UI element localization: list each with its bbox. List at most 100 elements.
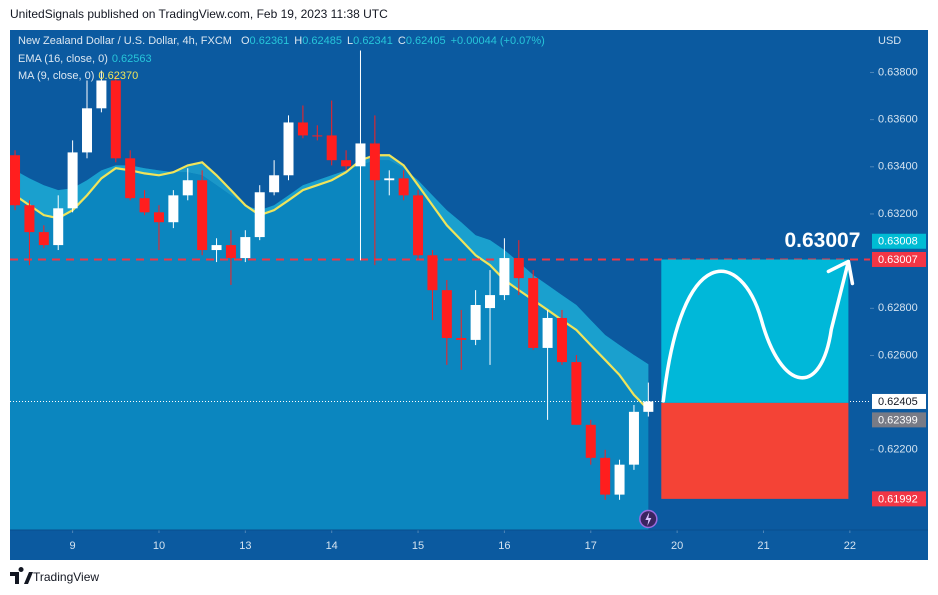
candle-body bbox=[585, 424, 596, 458]
entry-tag-bg bbox=[872, 412, 926, 428]
x-tick-label: 10 bbox=[153, 540, 165, 552]
x-tick-label: 22 bbox=[844, 540, 856, 552]
x-tick-label: 16 bbox=[498, 540, 510, 552]
candle-body bbox=[153, 212, 164, 223]
candle-body bbox=[528, 278, 539, 348]
last-price-tag-bg bbox=[872, 393, 926, 409]
ohlc-value: 0.62341 bbox=[353, 35, 393, 47]
candle-body bbox=[326, 135, 337, 161]
candle-body bbox=[571, 362, 582, 425]
y-tick-label: 0.63200 bbox=[878, 208, 918, 220]
candle-body bbox=[456, 338, 467, 340]
candle-body bbox=[513, 258, 524, 279]
target-tag-bg bbox=[872, 233, 926, 249]
x-tick-label: 9 bbox=[70, 540, 76, 552]
x-tick-label: 20 bbox=[671, 540, 683, 552]
ohlc-label: H bbox=[294, 35, 302, 47]
position-stop-zone bbox=[661, 402, 849, 499]
level-tag: 0.63007 bbox=[878, 254, 918, 266]
legend-title-row: New Zealand Dollar / U.S. Dollar, 4h, FX… bbox=[18, 35, 545, 47]
candle-body bbox=[312, 135, 323, 137]
candle-body bbox=[197, 180, 208, 251]
candle-body bbox=[556, 317, 567, 363]
candle-body bbox=[643, 401, 654, 412]
candle-body bbox=[384, 178, 395, 181]
y-tick-label: 0.62800 bbox=[878, 302, 918, 314]
forecast-arrow bbox=[661, 259, 855, 403]
x-tick-label: 15 bbox=[412, 540, 424, 552]
ohlc-change: +0.00044 (+0.07%) bbox=[451, 35, 545, 47]
candle-body bbox=[24, 205, 35, 233]
y-tick-label: 0.62200 bbox=[878, 444, 918, 456]
y-tick-label: 0.62600 bbox=[878, 349, 918, 361]
y-tick-label: 0.63800 bbox=[878, 66, 918, 78]
ohlc-value: 0.62405 bbox=[406, 35, 446, 47]
candle-body bbox=[600, 457, 611, 495]
x-tick-label: 21 bbox=[757, 540, 769, 552]
candle-body bbox=[139, 198, 150, 213]
ma-line bbox=[14, 154, 650, 411]
candle-body bbox=[96, 80, 107, 109]
candle-body bbox=[211, 245, 222, 251]
ohlc-value: 0.62485 bbox=[302, 35, 342, 47]
stop-tag: 0.61992 bbox=[878, 493, 918, 505]
candle-body bbox=[398, 178, 409, 196]
stop-tag-bg bbox=[872, 491, 926, 507]
candle-body bbox=[53, 208, 64, 246]
candle-body bbox=[485, 295, 496, 309]
indicator-legend: MA (9, close, 0) 0.62370 bbox=[18, 70, 138, 82]
ema-ma-band bbox=[15, 155, 649, 410]
candle-body bbox=[355, 143, 366, 167]
publish-header: UnitedSignals published on TradingView.c… bbox=[10, 7, 388, 21]
x-tick-label: 17 bbox=[585, 540, 597, 552]
candle-body bbox=[614, 464, 625, 495]
candle-body bbox=[110, 80, 121, 159]
logo-icon bbox=[10, 567, 33, 584]
candle-body bbox=[369, 143, 380, 181]
x-tick-label: 14 bbox=[326, 540, 338, 552]
target-price-label: 0.63007 bbox=[784, 229, 860, 252]
indicator-name: EMA (16, close, 0) bbox=[18, 53, 108, 65]
candle-body bbox=[125, 158, 136, 199]
candle-body bbox=[168, 195, 179, 223]
plot: 0.63800 0.63600 0.63400 0.63200 0.62800 0.626… bbox=[10, 35, 926, 552]
indicator-legend: EMA (16, close, 0) 0.62563 bbox=[18, 53, 152, 65]
candle-body bbox=[542, 317, 553, 348]
indicator-value: 0.62563 bbox=[112, 53, 152, 65]
ohlc-label: L bbox=[347, 35, 353, 47]
candle-body bbox=[182, 180, 193, 196]
candle-body bbox=[82, 108, 93, 153]
candle-body bbox=[427, 255, 438, 291]
candle-body bbox=[413, 195, 424, 256]
candle-body bbox=[225, 245, 236, 259]
level-tag-bg bbox=[872, 251, 926, 267]
position-target-zone bbox=[661, 259, 849, 403]
entry-tag: 0.62399 bbox=[878, 414, 918, 426]
y-tick-label: 0.63400 bbox=[878, 161, 918, 173]
target-tag: 0.63008 bbox=[878, 236, 918, 248]
candle-body bbox=[67, 152, 78, 209]
indicator-value: 0.62370 bbox=[98, 70, 138, 82]
candle-body bbox=[254, 192, 265, 238]
footer-logo: TradingView bbox=[10, 567, 99, 584]
candle-body bbox=[628, 411, 639, 465]
legend-title: New Zealand Dollar / U.S. Dollar, 4h, FX… bbox=[18, 35, 232, 47]
ohlc-label: O bbox=[241, 35, 250, 47]
candle-body bbox=[240, 237, 251, 259]
event-bolt bbox=[645, 512, 652, 526]
candle-body bbox=[10, 155, 21, 206]
candle-body bbox=[499, 258, 510, 296]
candle-body bbox=[269, 175, 280, 193]
currency-label: USD bbox=[878, 35, 901, 47]
ohlc-label: C bbox=[398, 35, 406, 47]
candle-body bbox=[441, 290, 452, 339]
candle-body bbox=[38, 232, 49, 246]
candle-body bbox=[297, 122, 308, 136]
ohlc-value: 0.62361 bbox=[250, 35, 290, 47]
footer-brand: TradingView bbox=[33, 570, 99, 584]
candle-body bbox=[470, 305, 481, 340]
candle-body bbox=[341, 160, 352, 167]
indicator-name: MA (9, close, 0) bbox=[18, 70, 94, 82]
last-price-tag: 0.62405 bbox=[878, 396, 918, 408]
